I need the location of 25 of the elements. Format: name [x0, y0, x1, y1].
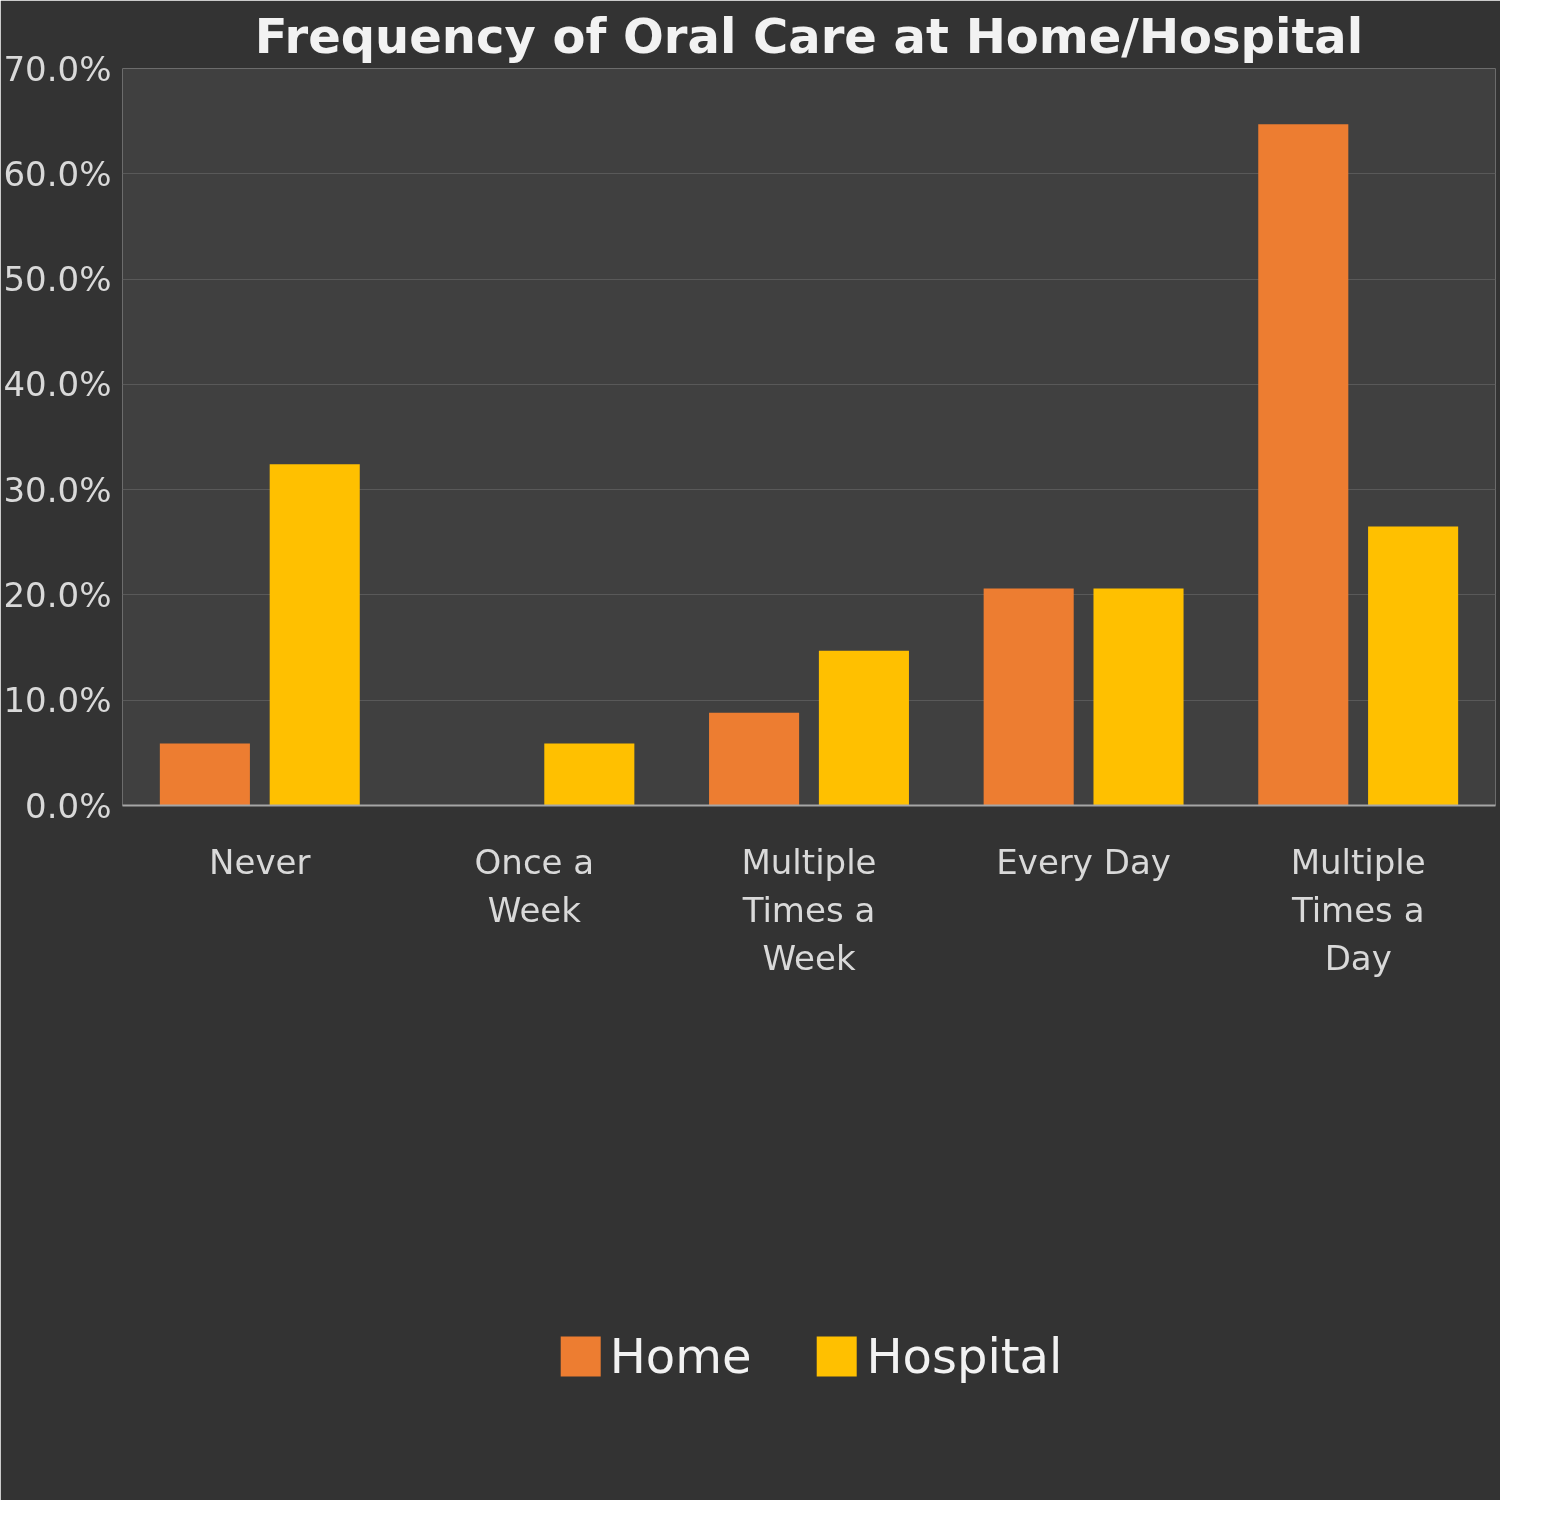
y-tick-label: 10.0% — [3, 680, 112, 721]
bar — [269, 464, 360, 806]
y-tick-label: 0.0% — [25, 785, 112, 826]
bar — [1368, 526, 1459, 806]
bar — [983, 588, 1074, 806]
bar — [159, 743, 250, 806]
y-tick-label: 60.0% — [3, 153, 112, 194]
y-tick-label: 30.0% — [3, 469, 112, 510]
legend-label: Home — [609, 1328, 752, 1384]
y-tick-label: 20.0% — [3, 574, 112, 615]
legend-label: Hospital — [866, 1328, 1063, 1384]
y-tick-label: 40.0% — [3, 364, 112, 405]
bar — [818, 650, 909, 806]
bar — [709, 712, 800, 806]
x-tick-label: Multiple Times a Day — [1290, 841, 1426, 978]
x-tick-label: Every Day — [996, 841, 1171, 882]
x-tick-label: Multiple Times a Week — [741, 841, 877, 978]
bar — [1258, 124, 1349, 806]
y-tick-label: 50.0% — [3, 259, 112, 300]
x-tick-label: Once a Week — [474, 841, 595, 930]
chart-title: Frequency of Oral Care at Home/Hospital — [254, 7, 1364, 64]
x-tick-label: Never — [209, 841, 311, 882]
bar — [544, 743, 635, 806]
y-tick-label: 70.0% — [3, 48, 112, 89]
bar — [1093, 588, 1184, 806]
